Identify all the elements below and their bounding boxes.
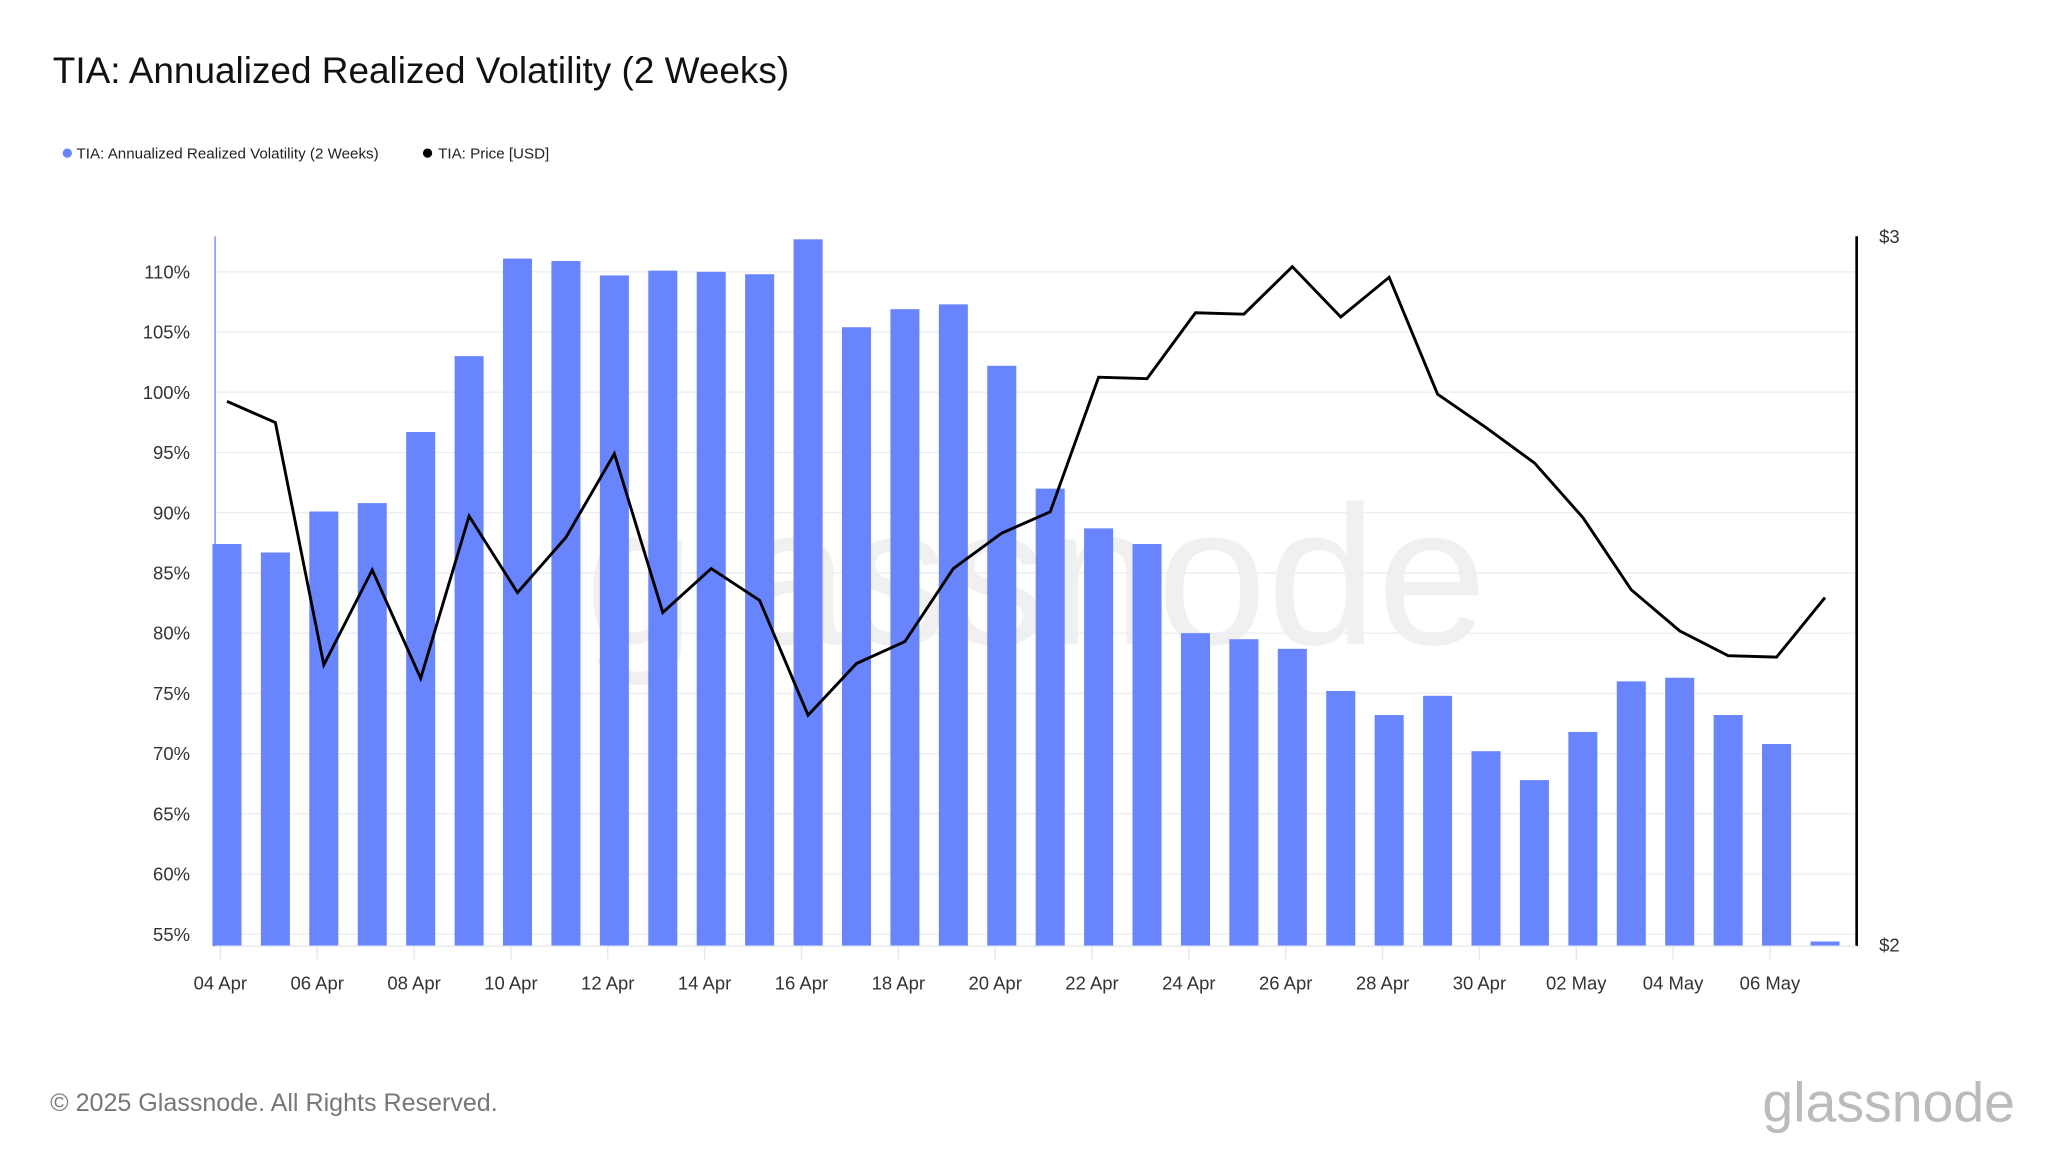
legend-label-volatility[interactable]: TIA: Annualized Realized Volatility (2 W…: [77, 145, 379, 162]
y-left-tick-label: 80%: [153, 623, 190, 644]
volatility-bar: [1084, 528, 1114, 947]
volatility-bar: [454, 356, 484, 947]
volatility-bar: [1229, 639, 1259, 947]
x-tick-label: 18 Apr: [872, 973, 925, 994]
volatility-bar: [1713, 715, 1743, 947]
y-right-tick-label: $3: [1879, 226, 1900, 247]
y-left-tick-label: 75%: [153, 683, 190, 704]
volatility-bar: [212, 544, 242, 947]
volatility-bar: [260, 552, 290, 947]
volatility-bar: [987, 365, 1017, 947]
legend-label-price[interactable]: TIA: Price [USD]: [438, 145, 549, 162]
footer-copyright: © 2025 Glassnode. All Rights Reserved.: [50, 1089, 498, 1117]
x-tick-label: 24 Apr: [1162, 973, 1215, 994]
y-left-tick-label: 85%: [153, 563, 190, 584]
x-tick-label: 06 Apr: [291, 973, 344, 994]
price-line: [226, 264, 1827, 718]
volatility-bar: [1180, 633, 1210, 947]
x-tick-label: 16 Apr: [775, 973, 828, 994]
x-tick-label: 20 Apr: [968, 973, 1021, 994]
volatility-bar: [503, 258, 533, 947]
volatility-bar: [1423, 695, 1453, 947]
y-left-tick-label: 90%: [153, 502, 190, 523]
y-left-tick-label: 65%: [153, 803, 190, 824]
x-tick-label: 06 May: [1740, 973, 1801, 994]
x-tick-label: 26 Apr: [1259, 973, 1312, 994]
x-tick-label: 22 Apr: [1065, 973, 1118, 994]
volatility-bar: [1132, 544, 1162, 947]
volatility-bar: [745, 274, 775, 947]
volatility-bar: [1277, 648, 1307, 947]
volatility-bar: [1665, 677, 1695, 947]
volatility-bar: [1810, 941, 1840, 947]
x-tick-label: 02 May: [1546, 973, 1607, 994]
volatility-bar: [599, 275, 629, 947]
x-tick-label: 12 Apr: [581, 973, 634, 994]
x-tick-label: 14 Apr: [678, 973, 731, 994]
x-tick-label: 04 May: [1643, 973, 1704, 994]
x-tick-label: 08 Apr: [387, 973, 440, 994]
volatility-bar: [938, 304, 968, 947]
volatility-bar: [551, 260, 581, 947]
volatility-bar: [406, 432, 436, 947]
volatility-bar: [1374, 715, 1404, 947]
volatility-bar: [357, 503, 387, 947]
legend-marker-volatility: [62, 148, 72, 158]
volatility-bar: [1035, 488, 1065, 947]
y-left-tick-label: 105%: [143, 322, 190, 343]
volatility-bar: [1568, 731, 1598, 947]
volatility-bar: [841, 327, 872, 947]
legend: TIA: Annualized Realized Volatility (2 W…: [62, 145, 549, 162]
y-left-tick-label: 70%: [153, 743, 190, 764]
y-left-tick-label: 100%: [143, 382, 190, 403]
x-tick-label: 28 Apr: [1356, 973, 1409, 994]
volatility-bar: [793, 239, 823, 947]
y-left-tick-label: 60%: [153, 864, 190, 885]
chart-title: TIA: Annualized Realized Volatility (2 W…: [53, 50, 789, 91]
footer-logo: glassnode: [1762, 1072, 2015, 1134]
x-tick-label: 04 Apr: [194, 973, 247, 994]
volatility-bar: [1326, 690, 1356, 947]
y-right-tick-label: $2: [1879, 934, 1900, 955]
legend-marker-price: [422, 148, 433, 158]
volatility-bar: [1616, 681, 1646, 947]
volatility-bar: [1519, 780, 1549, 947]
volatility-bar: [1471, 751, 1501, 947]
y-left-tick-label: 55%: [153, 924, 190, 945]
y-left-tick-label: 95%: [153, 442, 190, 463]
volatility-bar: [696, 271, 726, 947]
x-tick-label: 30 Apr: [1453, 973, 1506, 994]
volatility-bar: [1762, 743, 1792, 947]
y-left-tick-label: 110%: [144, 261, 190, 282]
volatility-bar: [309, 511, 339, 947]
x-tick-label: 10 Apr: [484, 973, 537, 994]
